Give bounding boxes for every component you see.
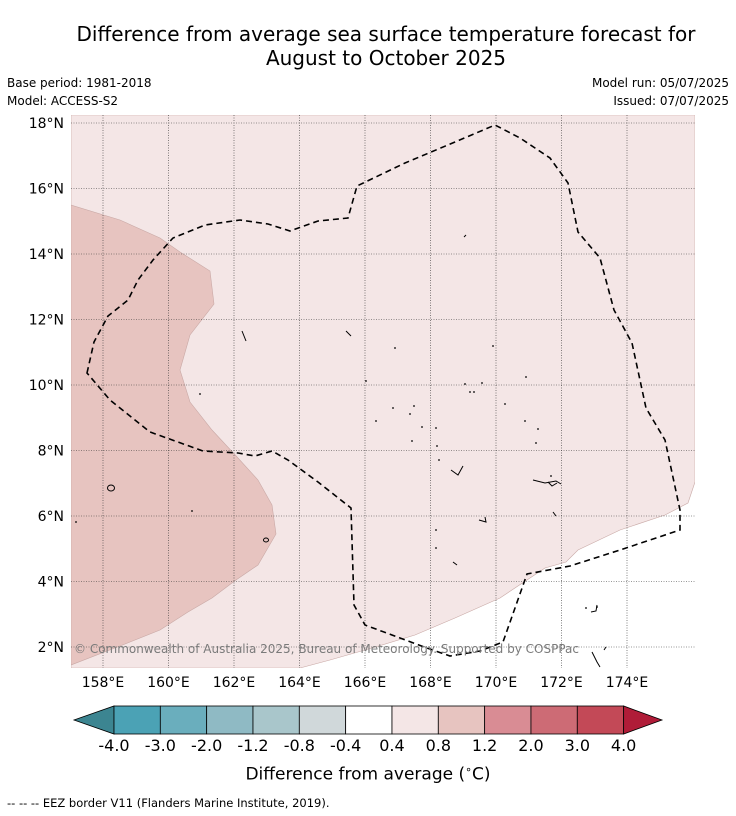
lon-label: 160°E [147,675,190,691]
island [450,465,464,476]
lat-label: 4°N [38,575,64,591]
longitude-labels: 158°E 160°E 162°E 164°E 166°E 168°E 170°E 172°E… [82,675,649,691]
colorbar-tick-label: -2.0 [191,736,223,755]
issued-date: Issued: 07/07/2025 [613,94,729,108]
lat-label: 18°N [29,116,64,132]
colorbar-swatch [391,705,439,735]
island [547,481,558,487]
map-plot-area: © Commonwealth of Australia 2025, Bureau… [71,115,695,668]
island [532,479,562,485]
title-line-1: Difference from average sea surface temp… [76,22,696,46]
island [603,646,607,651]
colorbar-swatch [345,705,393,735]
colorbar-swatch [252,705,300,735]
lat-label: 10°N [29,378,64,394]
colorbar-tick-label: 1.2 [471,736,498,755]
lon-label: 164°E [278,675,321,691]
colorbar-tick-label: 0.4 [379,736,405,755]
base-period: Base period: 1981-2018 [7,76,152,90]
colorbar-swatch [576,705,625,735]
island [345,330,352,337]
lat-label: 8°N [38,444,64,460]
colorbar-tick-label: -1.2 [237,736,269,755]
lat-label: 6°N [38,509,64,525]
colorbar-tick-label: -0.8 [283,736,315,755]
eez-legend-footnote: -- -- -- EEZ border V11 (Flanders Marine… [7,796,330,810]
lon-label: 162°E [213,675,256,691]
island [552,511,557,517]
island [241,330,247,342]
lon-label: 168°E [409,675,452,691]
lon-label: 166°E [344,675,387,691]
meta-left: Base period: 1981-2018 Model: ACCESS-S2 [7,74,152,110]
lat-label: 2°N [38,640,64,656]
lon-label: 172°E [540,675,583,691]
island [463,234,467,238]
colorbar-tick-label: -3.0 [144,736,176,755]
colorbar-swatch [159,705,208,735]
meta-right: Model run: 05/07/2025 Issued: 07/07/2025 [592,74,729,110]
colorbar-under-arrow [72,705,115,735]
island [452,561,458,566]
island [263,537,269,543]
model-run: Model run: 05/07/2025 [591,76,729,90]
colorbar-tick-label: 3.0 [564,736,591,755]
lon-label: 174°E [606,675,649,691]
lat-label: 14°N [29,247,64,263]
anomaly-region-0.8-1.2 [71,204,277,666]
colorbar-tick-label: -0.4 [330,736,362,755]
colorbar-tick-label: 2.0 [518,736,544,755]
model-name: Model: ACCESS-S2 [7,94,119,108]
colorbar-over-arrow [623,705,664,735]
lat-label: 16°N [29,182,64,198]
colorbar-label: Difference from average (∘C) [245,763,491,785]
colorbar-swatch [437,705,486,735]
colorbar-tick-label: 0.8 [425,736,452,755]
colorbar-swatch [298,705,347,735]
colorbar-swatch [113,705,161,735]
lon-label: 170°E [475,675,518,691]
island [591,651,601,668]
island [107,484,115,492]
atoll-dots [75,345,598,609]
gridlines [71,115,695,668]
colorbar-swatch [484,705,532,735]
copyright-notice: © Commonwealth of Australia 2025, Bureau… [74,642,579,656]
colorbar-tick-label: 4.0 [610,736,637,755]
eez-border [86,124,681,657]
colorbar-tick-label: -4.0 [98,736,130,755]
island-outlines [107,234,607,668]
colorbar [72,705,664,735]
colorbar-swatch [530,705,578,735]
latitude-labels: 18°N 16°N 14°N 12°N 10°N 8°N 6°N 4°N 2°N [29,116,64,656]
lon-label: 158°E [82,675,125,691]
chart-title: Difference from average sea surface temp… [0,22,736,70]
colorbar-swatch [206,705,254,735]
island [478,516,487,523]
lat-label: 12°N [29,313,64,329]
title-line-2: August to October 2025 [265,46,507,70]
